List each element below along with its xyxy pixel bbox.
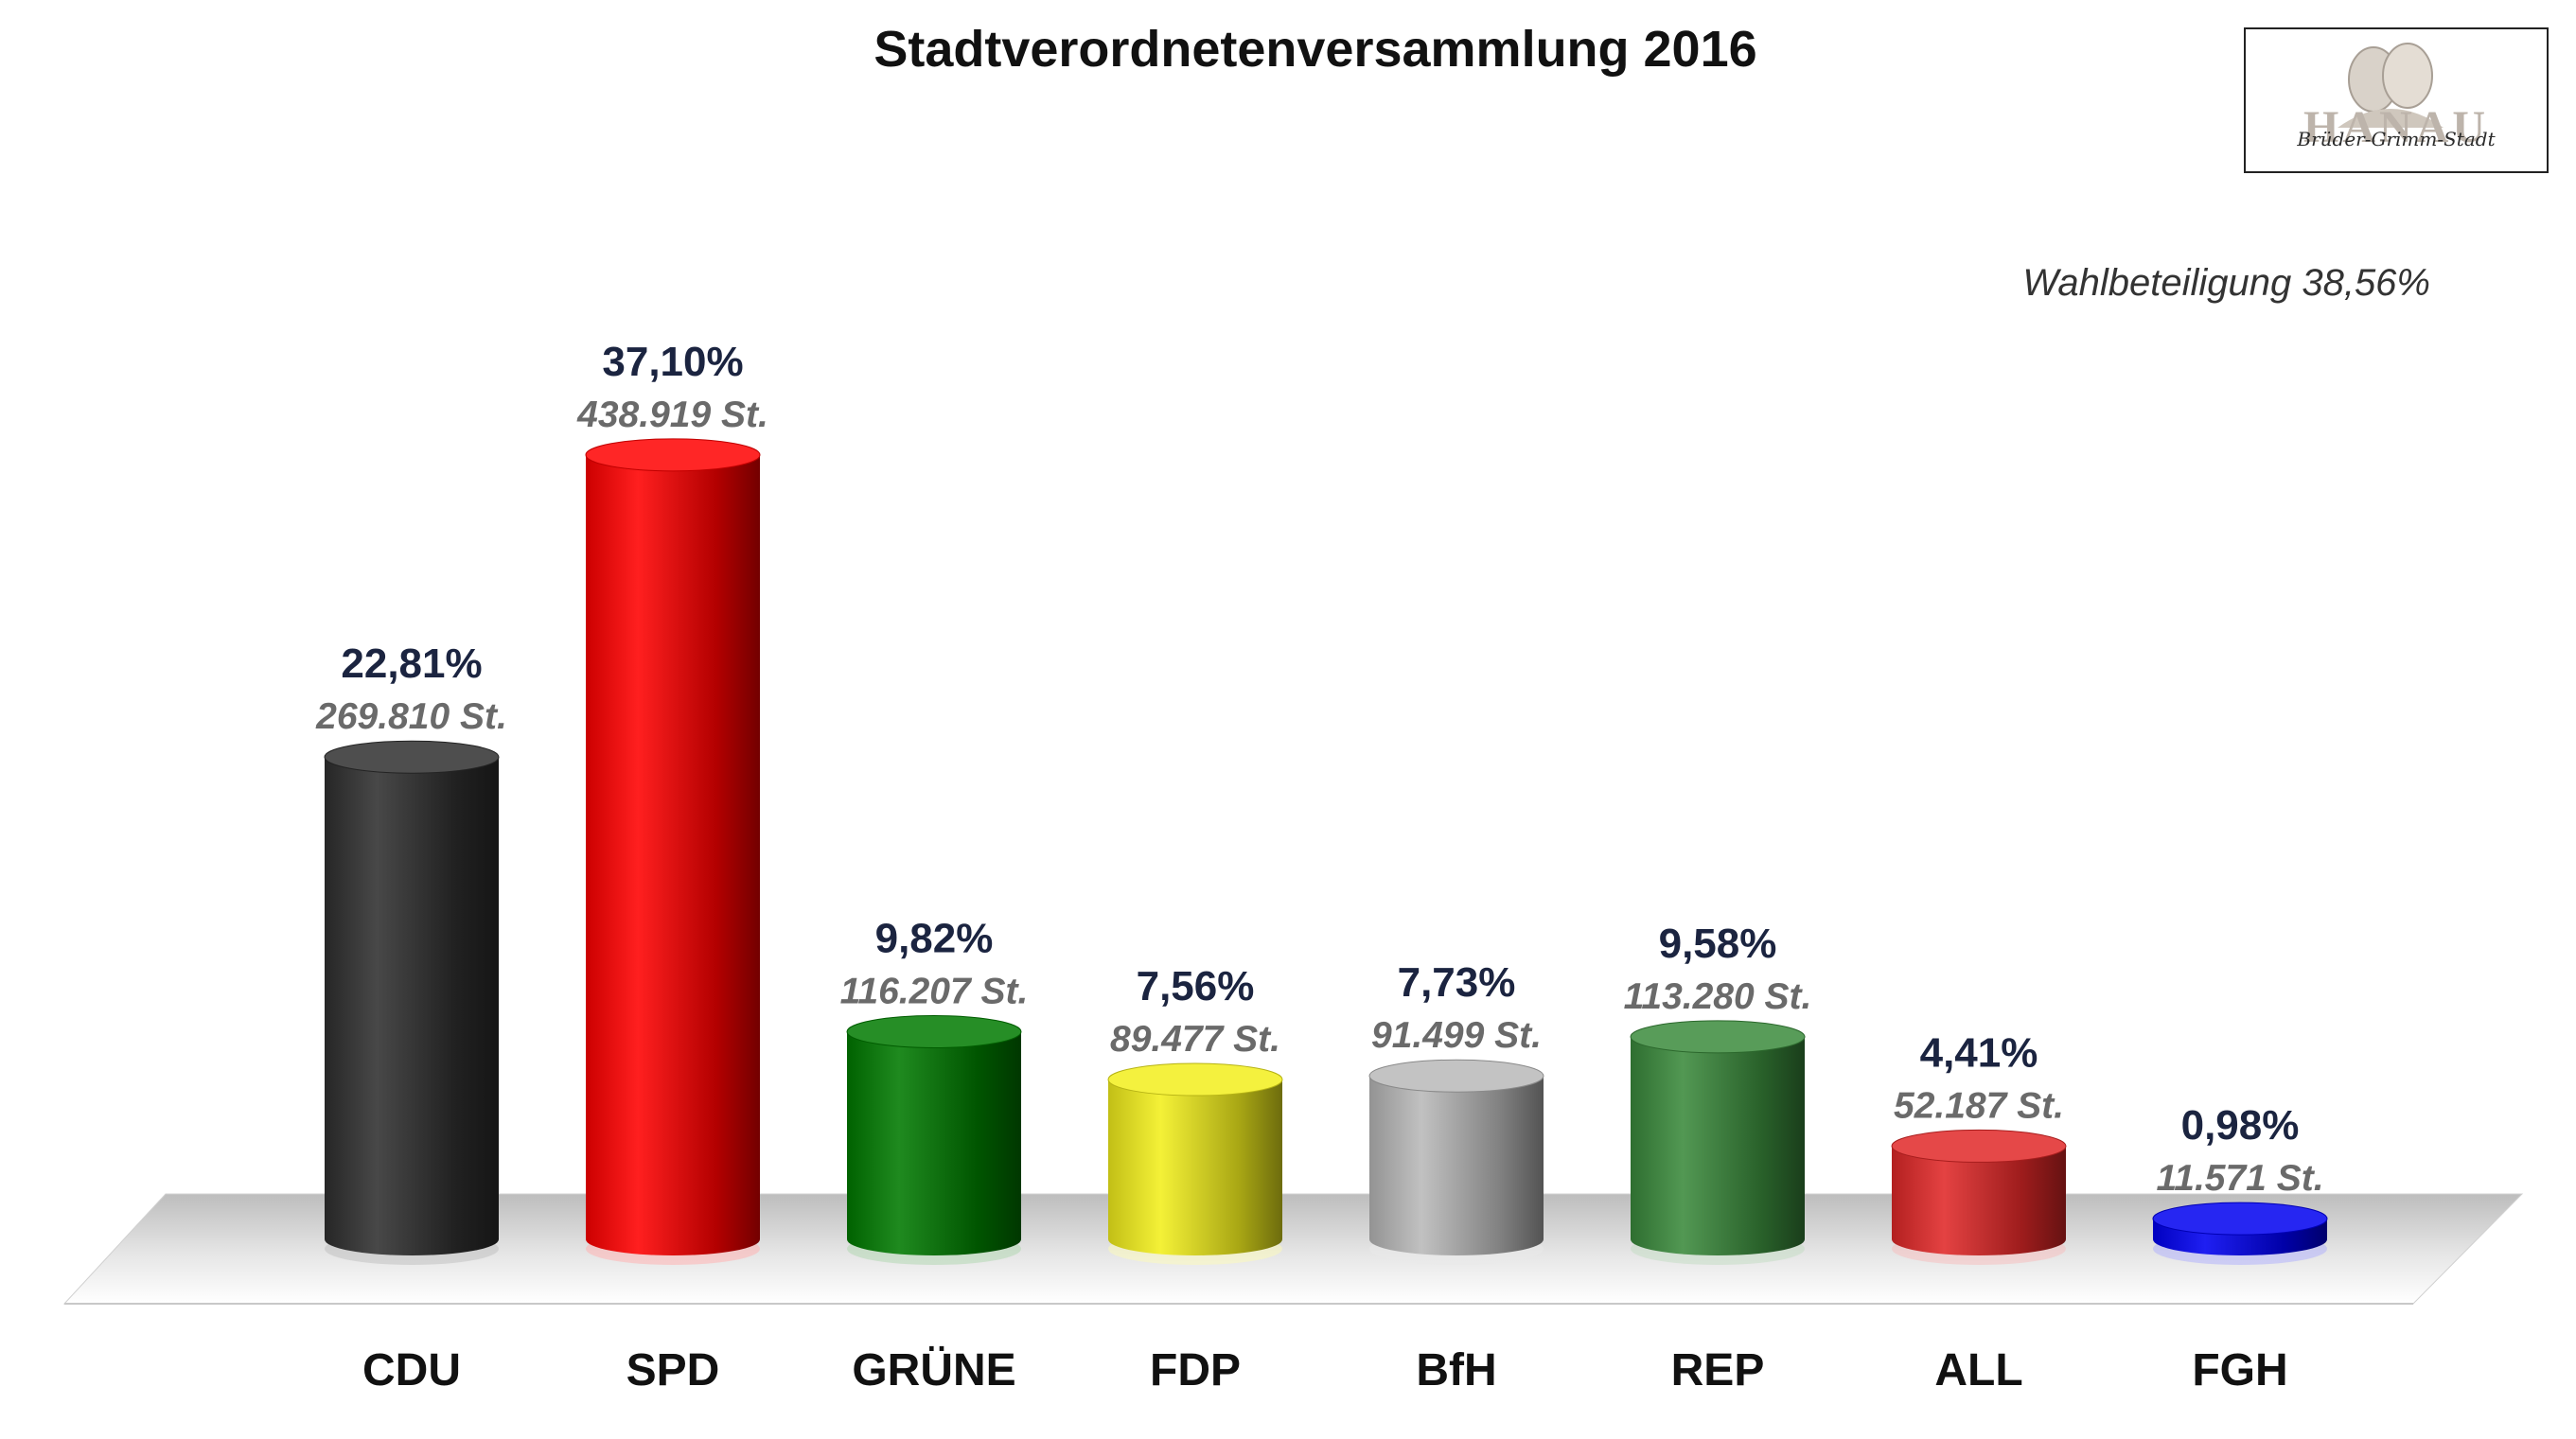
category-label: CDU xyxy=(362,1345,461,1395)
city-logo: HANAU Brüder-Grimm-Stadt xyxy=(2244,27,2549,173)
category-label: FGH xyxy=(2192,1345,2287,1395)
turnout-label: Wahlbeteiligung 38,56% xyxy=(2022,262,2430,304)
category-label: GRÜNE xyxy=(852,1345,1015,1395)
chart-title: Stadtverordnetenversammlung 2016 xyxy=(873,21,1756,78)
bar-body xyxy=(1108,1079,1282,1255)
value-label: 7,56% xyxy=(1137,963,1255,1009)
bar-body xyxy=(847,1031,1021,1255)
bar-top xyxy=(1368,1059,1544,1093)
bar-fgh: 0,98% 11.571 St. FGH xyxy=(2152,1102,2328,1395)
value-label: 22,81% xyxy=(341,641,482,687)
bar-top xyxy=(1630,1020,1806,1054)
value-label: 0,98% xyxy=(2181,1102,2300,1149)
bar-grüne: 9,82% 116.207 St. GRÜNE xyxy=(840,916,1029,1395)
votes-label: 11.571 St. xyxy=(2156,1158,2323,1199)
bars-layer: 22,81% 269.810 St. CDU 37,10% 438.919 St. SPD… xyxy=(315,339,2328,1395)
bar-body xyxy=(325,757,499,1255)
votes-label: 269.810 St. xyxy=(315,696,507,737)
logo-word: HANAU xyxy=(2303,102,2489,152)
category-label: REP xyxy=(1671,1345,1765,1395)
logo-portrait-shoulders xyxy=(2338,109,2444,128)
bar-rep: 9,58% 113.280 St. REP xyxy=(1624,921,1812,1395)
category-label: ALL xyxy=(1934,1345,2022,1395)
votes-label: 438.919 St. xyxy=(576,395,768,435)
value-label: 9,58% xyxy=(1659,921,1777,967)
bar-top xyxy=(1107,1062,1283,1097)
category-label: SPD xyxy=(626,1345,720,1395)
bar-top xyxy=(2152,1202,2328,1236)
bar-bfh: 7,73% 91.499 St. BfH xyxy=(1368,959,1544,1395)
bar-body xyxy=(1369,1076,1544,1255)
bar-top xyxy=(846,1015,1022,1049)
votes-label: 113.280 St. xyxy=(1624,976,1812,1017)
bar-body xyxy=(1631,1036,1805,1255)
bar-cdu: 22,81% 269.810 St. CDU xyxy=(315,641,507,1395)
votes-label: 116.207 St. xyxy=(840,972,1029,1012)
votes-label: 89.477 St. xyxy=(1110,1019,1280,1060)
value-label: 4,41% xyxy=(1920,1029,2038,1076)
bar-body xyxy=(586,454,760,1255)
votes-label: 91.499 St. xyxy=(1371,1015,1542,1056)
logo-portrait-right xyxy=(2382,43,2433,109)
logo-script: Brüder-Grimm-Stadt xyxy=(2296,128,2496,150)
bar-spd: 37,10% 438.919 St. SPD xyxy=(576,339,768,1395)
bar-top xyxy=(585,438,761,472)
bar-fdp: 7,56% 89.477 St. FDP xyxy=(1107,963,1283,1395)
value-label: 7,73% xyxy=(1398,959,1516,1006)
category-label: FDP xyxy=(1150,1345,1241,1395)
bar-body xyxy=(1892,1146,2066,1255)
bar-top xyxy=(1891,1129,2067,1163)
value-label: 9,82% xyxy=(875,916,994,962)
category-label: BfH xyxy=(1416,1345,1496,1395)
votes-label: 52.187 St. xyxy=(1894,1085,2064,1126)
bar-top xyxy=(324,740,500,774)
bar-all: 4,41% 52.187 St. ALL xyxy=(1891,1029,2067,1395)
value-label: 37,10% xyxy=(602,339,743,385)
